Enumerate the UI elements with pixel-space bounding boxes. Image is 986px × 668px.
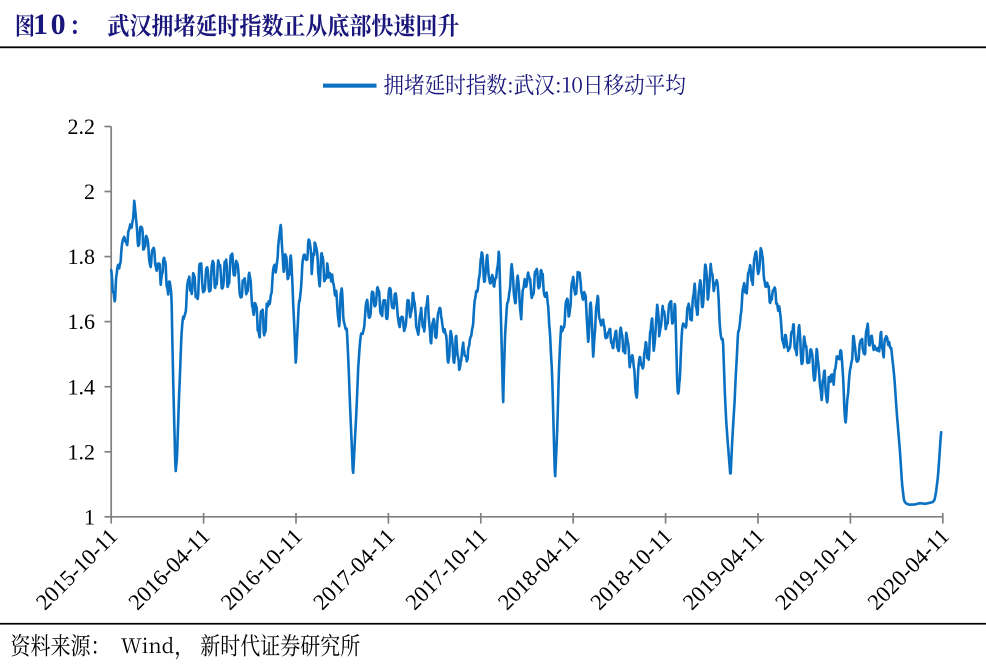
svg-text:1: 1 [84, 504, 95, 529]
svg-text:1.4: 1.4 [68, 374, 96, 399]
svg-text:1.8: 1.8 [68, 244, 96, 269]
svg-text:1.6: 1.6 [68, 309, 96, 334]
svg-text:2: 2 [84, 179, 95, 204]
svg-text:10: 10 [33, 8, 68, 41]
svg-text:1.2: 1.2 [68, 439, 96, 464]
svg-text:2.2: 2.2 [68, 114, 96, 139]
